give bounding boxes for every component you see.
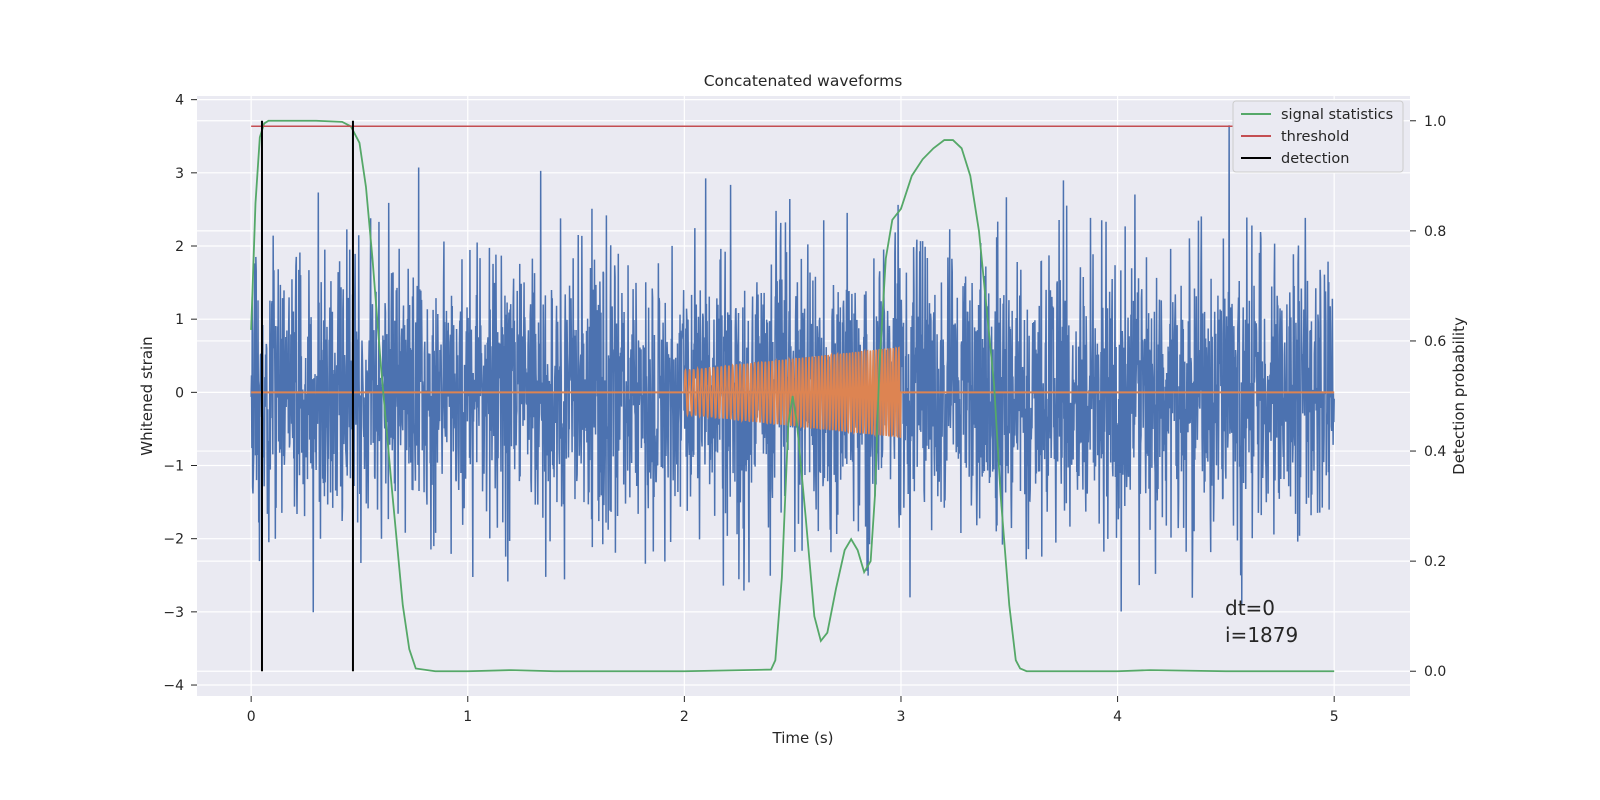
right-y-axis-label: Detection probability	[1450, 317, 1468, 475]
y-right-tick-label: 0.6	[1424, 334, 1446, 350]
series-injected-chirp	[683, 346, 902, 439]
right-y-axis-ticks: 0.0 0.2 0.4 0.6 0.8 1.0	[1410, 114, 1446, 680]
left-y-axis-ticks: −4 −3 −2 −1 0 1 2 3 4	[163, 93, 197, 694]
legend-label-threshold: threshold	[1281, 129, 1349, 145]
annotation-index: i=1879	[1225, 623, 1298, 647]
y-left-tick-label: −3	[163, 605, 184, 621]
y-left-tick-label: −2	[163, 532, 184, 548]
y-left-tick-label: 1	[175, 312, 184, 328]
legend-label-detection: detection	[1281, 151, 1349, 167]
y-left-tick-label: −1	[163, 459, 184, 475]
series-detection	[260, 120, 354, 672]
x-tick-label: 4	[1113, 709, 1122, 725]
x-tick-label: 2	[680, 709, 689, 725]
legend-label-signal-statistics: signal statistics	[1281, 107, 1393, 123]
y-right-tick-label: 0.8	[1424, 224, 1446, 240]
annotation-dt: dt=0	[1225, 596, 1275, 620]
plot-area	[250, 119, 1335, 673]
legend-box	[1232, 100, 1404, 173]
series-signal-statistics	[250, 119, 1335, 673]
y-right-tick-label: 0.2	[1424, 554, 1446, 570]
legend: signal statistics threshold detection	[1232, 100, 1404, 173]
y-left-tick-label: −4	[163, 678, 184, 694]
y-right-tick-label: 1.0	[1424, 114, 1446, 130]
left-y-axis-label: Whitened strain	[138, 336, 156, 455]
x-tick-label: 3	[897, 709, 906, 725]
x-tick-label: 0	[247, 709, 256, 725]
y-left-tick-label: 4	[175, 93, 184, 109]
x-axis-ticks: 0 1 2 3 4 5	[247, 696, 1339, 725]
chart-title: Concatenated waveforms	[704, 72, 903, 90]
y-left-tick-label: 0	[175, 385, 184, 401]
series-whitened-strain	[250, 125, 1335, 613]
x-tick-label: 5	[1330, 709, 1339, 725]
x-tick-label: 1	[463, 709, 472, 725]
y-left-tick-label: 3	[175, 166, 184, 182]
y-right-tick-label: 0.0	[1424, 664, 1446, 680]
y-left-tick-label: 2	[175, 239, 184, 255]
x-axis-label: Time (s)	[772, 729, 834, 747]
y-right-tick-label: 0.4	[1424, 444, 1446, 460]
